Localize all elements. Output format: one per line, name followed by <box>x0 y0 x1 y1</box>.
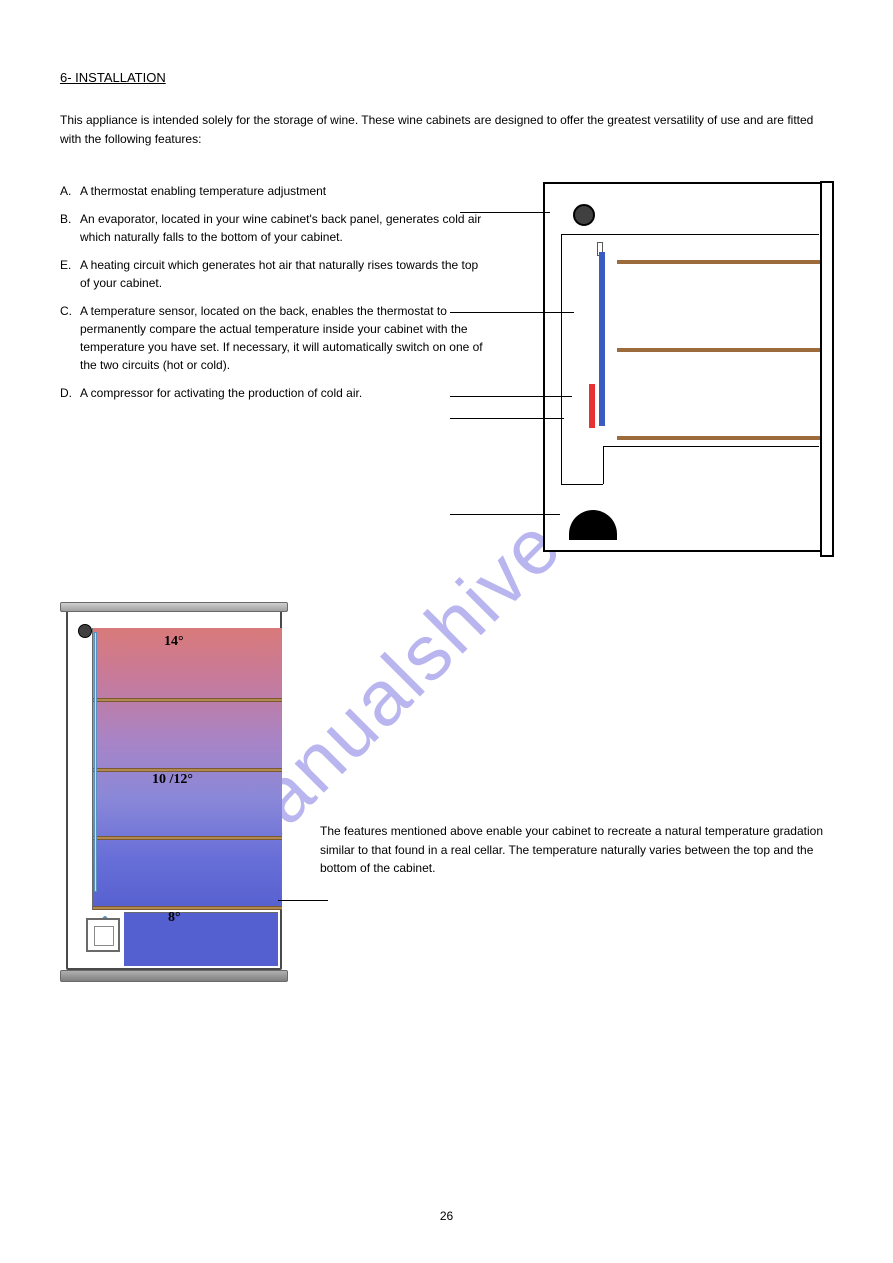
lower-diagram: 14° 10 /12° 8° <box>60 602 290 982</box>
evaporator-icon <box>94 632 97 892</box>
intro-paragraph: This appliance is intended solely for th… <box>60 111 820 148</box>
feature-text: An evaporator, located in your wine cabi… <box>80 210 490 246</box>
feature-bullet: C. <box>60 302 80 374</box>
top-cap <box>60 602 288 612</box>
lower-row: 14° 10 /12° 8° The features mentioned ab… <box>60 602 833 982</box>
shelf <box>93 906 282 910</box>
feature-list: A. A thermostat enabling temperature adj… <box>60 182 490 562</box>
feature-text: A compressor for activating the producti… <box>80 384 490 402</box>
feature-text: A heating circuit which generates hot ai… <box>80 256 490 292</box>
compressor-icon <box>569 510 617 540</box>
leader-line <box>450 418 564 419</box>
page: manualshive.com 6- INSTALLATION This app… <box>0 0 893 1263</box>
inner-step-horizontal <box>603 446 819 447</box>
temp-label: 14° <box>164 634 184 650</box>
shelf <box>617 436 821 440</box>
upper-row: A. A thermostat enabling temperature adj… <box>60 182 833 562</box>
leader-line <box>450 514 560 515</box>
gradient-chamber <box>92 628 282 910</box>
shelf <box>93 698 282 702</box>
feature-bullet: D. <box>60 384 80 402</box>
leader-line <box>450 396 572 397</box>
shelf <box>617 348 821 352</box>
thermostat-icon <box>573 204 595 226</box>
feature-item: A. A thermostat enabling temperature adj… <box>60 182 490 200</box>
lower-paragraph: The features mentioned above enable your… <box>320 602 833 878</box>
thermostat-icon <box>78 624 92 638</box>
feature-item: E. A heating circuit which generates hot… <box>60 256 490 292</box>
feature-text: A thermostat enabling temperature adjust… <box>80 182 490 200</box>
inner-bottom-line <box>561 484 603 485</box>
temp-label: 8° <box>168 910 181 926</box>
door-panel <box>820 181 834 557</box>
feature-text: A temperature sensor, located on the bac… <box>80 302 490 374</box>
leader-line <box>450 312 574 313</box>
temp-label: 10 /12° <box>152 772 193 788</box>
heater-icon <box>589 384 595 428</box>
section-heading: 6- INSTALLATION <box>60 70 833 85</box>
shelf <box>617 260 821 264</box>
feature-bullet: B. <box>60 210 80 246</box>
page-number: 26 <box>440 1209 453 1223</box>
cabinet-outline <box>543 182 833 552</box>
leader-line <box>460 212 550 213</box>
inner-step-vertical <box>603 446 604 484</box>
upper-diagram <box>510 182 833 562</box>
cold-zone <box>124 912 278 966</box>
feature-bullet: E. <box>60 256 80 292</box>
leader-line <box>278 900 328 901</box>
feature-item: B. An evaporator, located in your wine c… <box>60 210 490 246</box>
evaporator-icon <box>599 252 605 426</box>
bottom-cap <box>60 970 288 982</box>
inner-top-line <box>561 234 819 235</box>
feature-item: C. A temperature sensor, located on the … <box>60 302 490 374</box>
inner-left-line <box>561 234 562 484</box>
feature-bullet: A. <box>60 182 80 200</box>
compressor-box-icon <box>86 918 120 952</box>
feature-item: D. A compressor for activating the produ… <box>60 384 490 402</box>
shelf <box>93 836 282 840</box>
